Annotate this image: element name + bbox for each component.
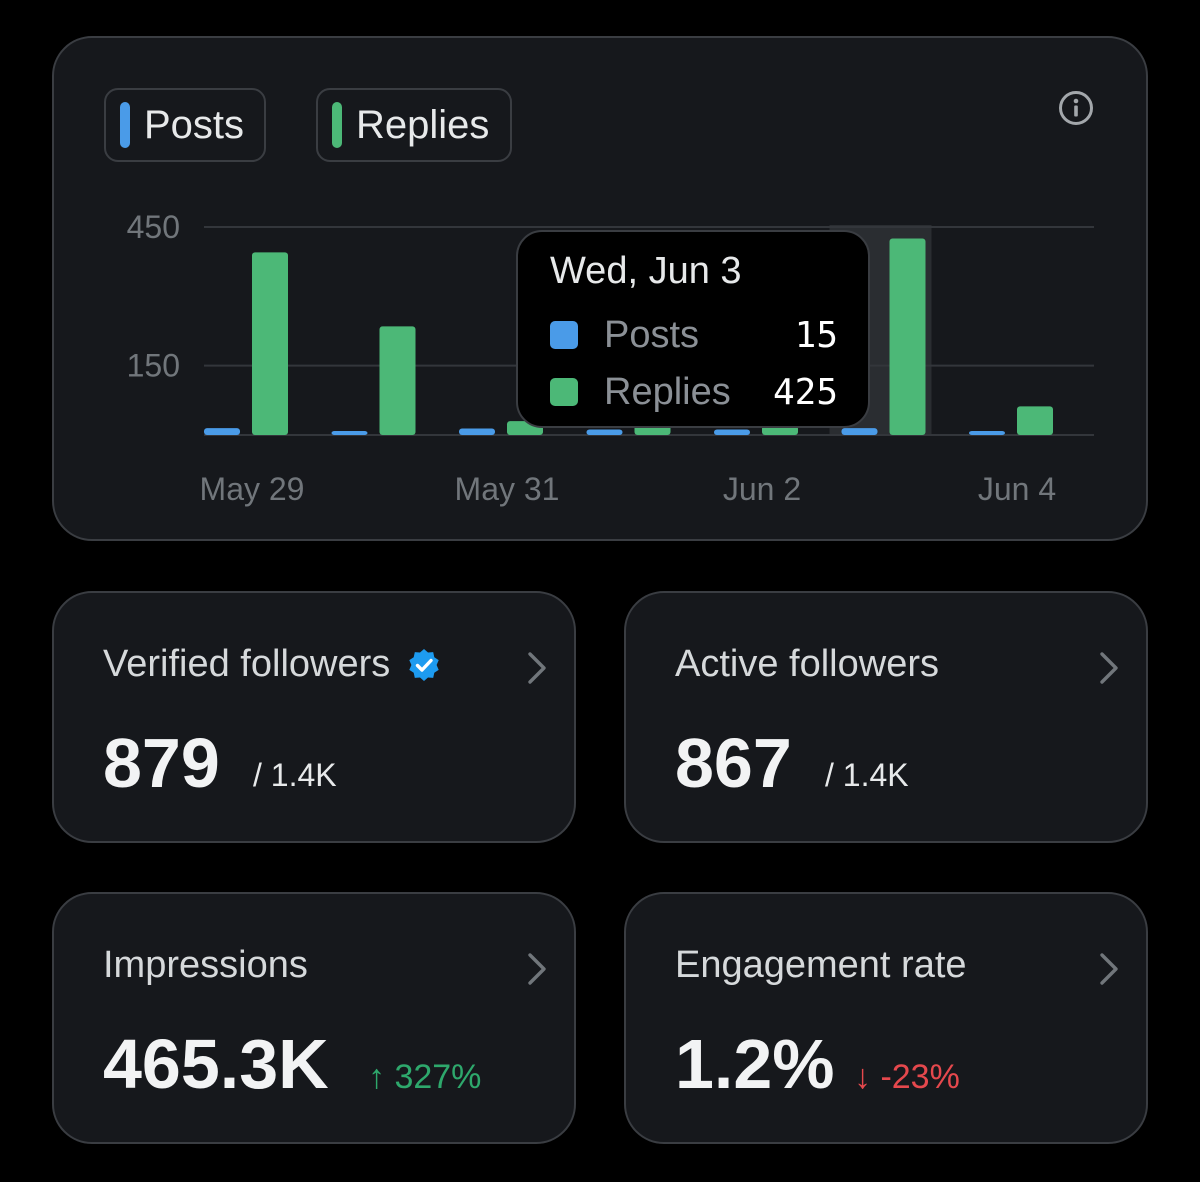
bar-posts [204, 428, 240, 435]
info-icon[interactable] [1058, 90, 1094, 126]
chevron-right-icon [528, 652, 546, 684]
impressions-title: Impressions [103, 944, 308, 987]
verified-followers-value: 879 [103, 724, 220, 802]
active-followers-title: Active followers [675, 643, 939, 686]
bar-replies [889, 238, 926, 435]
chevron-right-icon [528, 953, 546, 985]
engagement-rate-label: Engagement rate [675, 944, 967, 986]
legend-replies-label: Replies [356, 102, 490, 147]
bar-posts [459, 428, 495, 435]
impressions-change: ↑ 327% [368, 1058, 482, 1096]
bar-posts [714, 429, 750, 435]
active-followers-card[interactable]: Active followers 867 / 1.4K [624, 591, 1148, 843]
tooltip-row-replies: Replies 425 [550, 369, 838, 415]
active-followers-value: 867 [675, 724, 792, 802]
chart-tooltip: Wed, Jun 3 Posts 15 Replies 425 [516, 230, 870, 428]
legend-posts-label: Posts [144, 102, 245, 147]
bar-posts [841, 428, 878, 435]
bar-replies [252, 252, 288, 435]
bar-replies [379, 326, 416, 435]
tooltip-replies-swatch [550, 378, 578, 406]
bar-posts [969, 431, 1005, 435]
chevron-right-icon [1100, 953, 1118, 985]
impressions-label: Impressions [103, 944, 308, 986]
replies-swatch [332, 102, 342, 148]
x-tick-label: Jun 2 [723, 471, 801, 507]
bar-posts [331, 431, 368, 435]
verified-followers-total: / 1.4K [253, 757, 337, 793]
legend-posts-toggle[interactable]: Posts [104, 88, 266, 162]
x-tick-label: Jun 4 [978, 471, 1056, 507]
impressions-value: 465.3K [103, 1025, 329, 1103]
engagement-rate-change: ↓ -23% [854, 1058, 960, 1096]
verified-followers-label: Verified followers [103, 643, 391, 685]
chevron-right-icon [1100, 652, 1118, 684]
active-followers-total: / 1.4K [825, 757, 909, 793]
impressions-card[interactable]: Impressions 465.3K ↑ 327% [52, 892, 576, 1144]
tooltip-replies-value: 425 [772, 371, 838, 413]
y-tick-label: 450 [127, 209, 180, 245]
tooltip-posts-value: 15 [794, 314, 838, 356]
tooltip-date: Wed, Jun 3 [550, 250, 742, 292]
activity-chart-card: Posts Replies 150 450 May 29 May 31 Jun 2 Jun… [52, 36, 1148, 541]
bar-replies [762, 425, 798, 435]
engagement-rate-value: 1.2% [675, 1025, 835, 1103]
active-followers-label: Active followers [675, 643, 939, 685]
x-tick-label: May 31 [455, 471, 560, 507]
bar-posts [586, 429, 623, 435]
verified-badge-icon [409, 648, 439, 681]
tooltip-posts-swatch [550, 321, 578, 349]
verified-followers-card[interactable]: Verified followers 879 / 1.4K [52, 591, 576, 843]
bar-replies [1017, 406, 1053, 435]
tooltip-replies-label: Replies [604, 370, 731, 413]
tooltip-posts-label: Posts [604, 313, 700, 356]
y-tick-label: 150 [127, 348, 180, 384]
posts-swatch [120, 102, 130, 148]
legend-replies-toggle[interactable]: Replies [316, 88, 512, 162]
engagement-rate-card[interactable]: Engagement rate 1.2% ↓ -23% [624, 892, 1148, 1144]
tooltip-row-posts: Posts 15 [550, 312, 838, 358]
engagement-rate-title: Engagement rate [675, 944, 967, 987]
x-tick-label: May 29 [200, 471, 305, 507]
verified-followers-title: Verified followers [103, 643, 442, 686]
